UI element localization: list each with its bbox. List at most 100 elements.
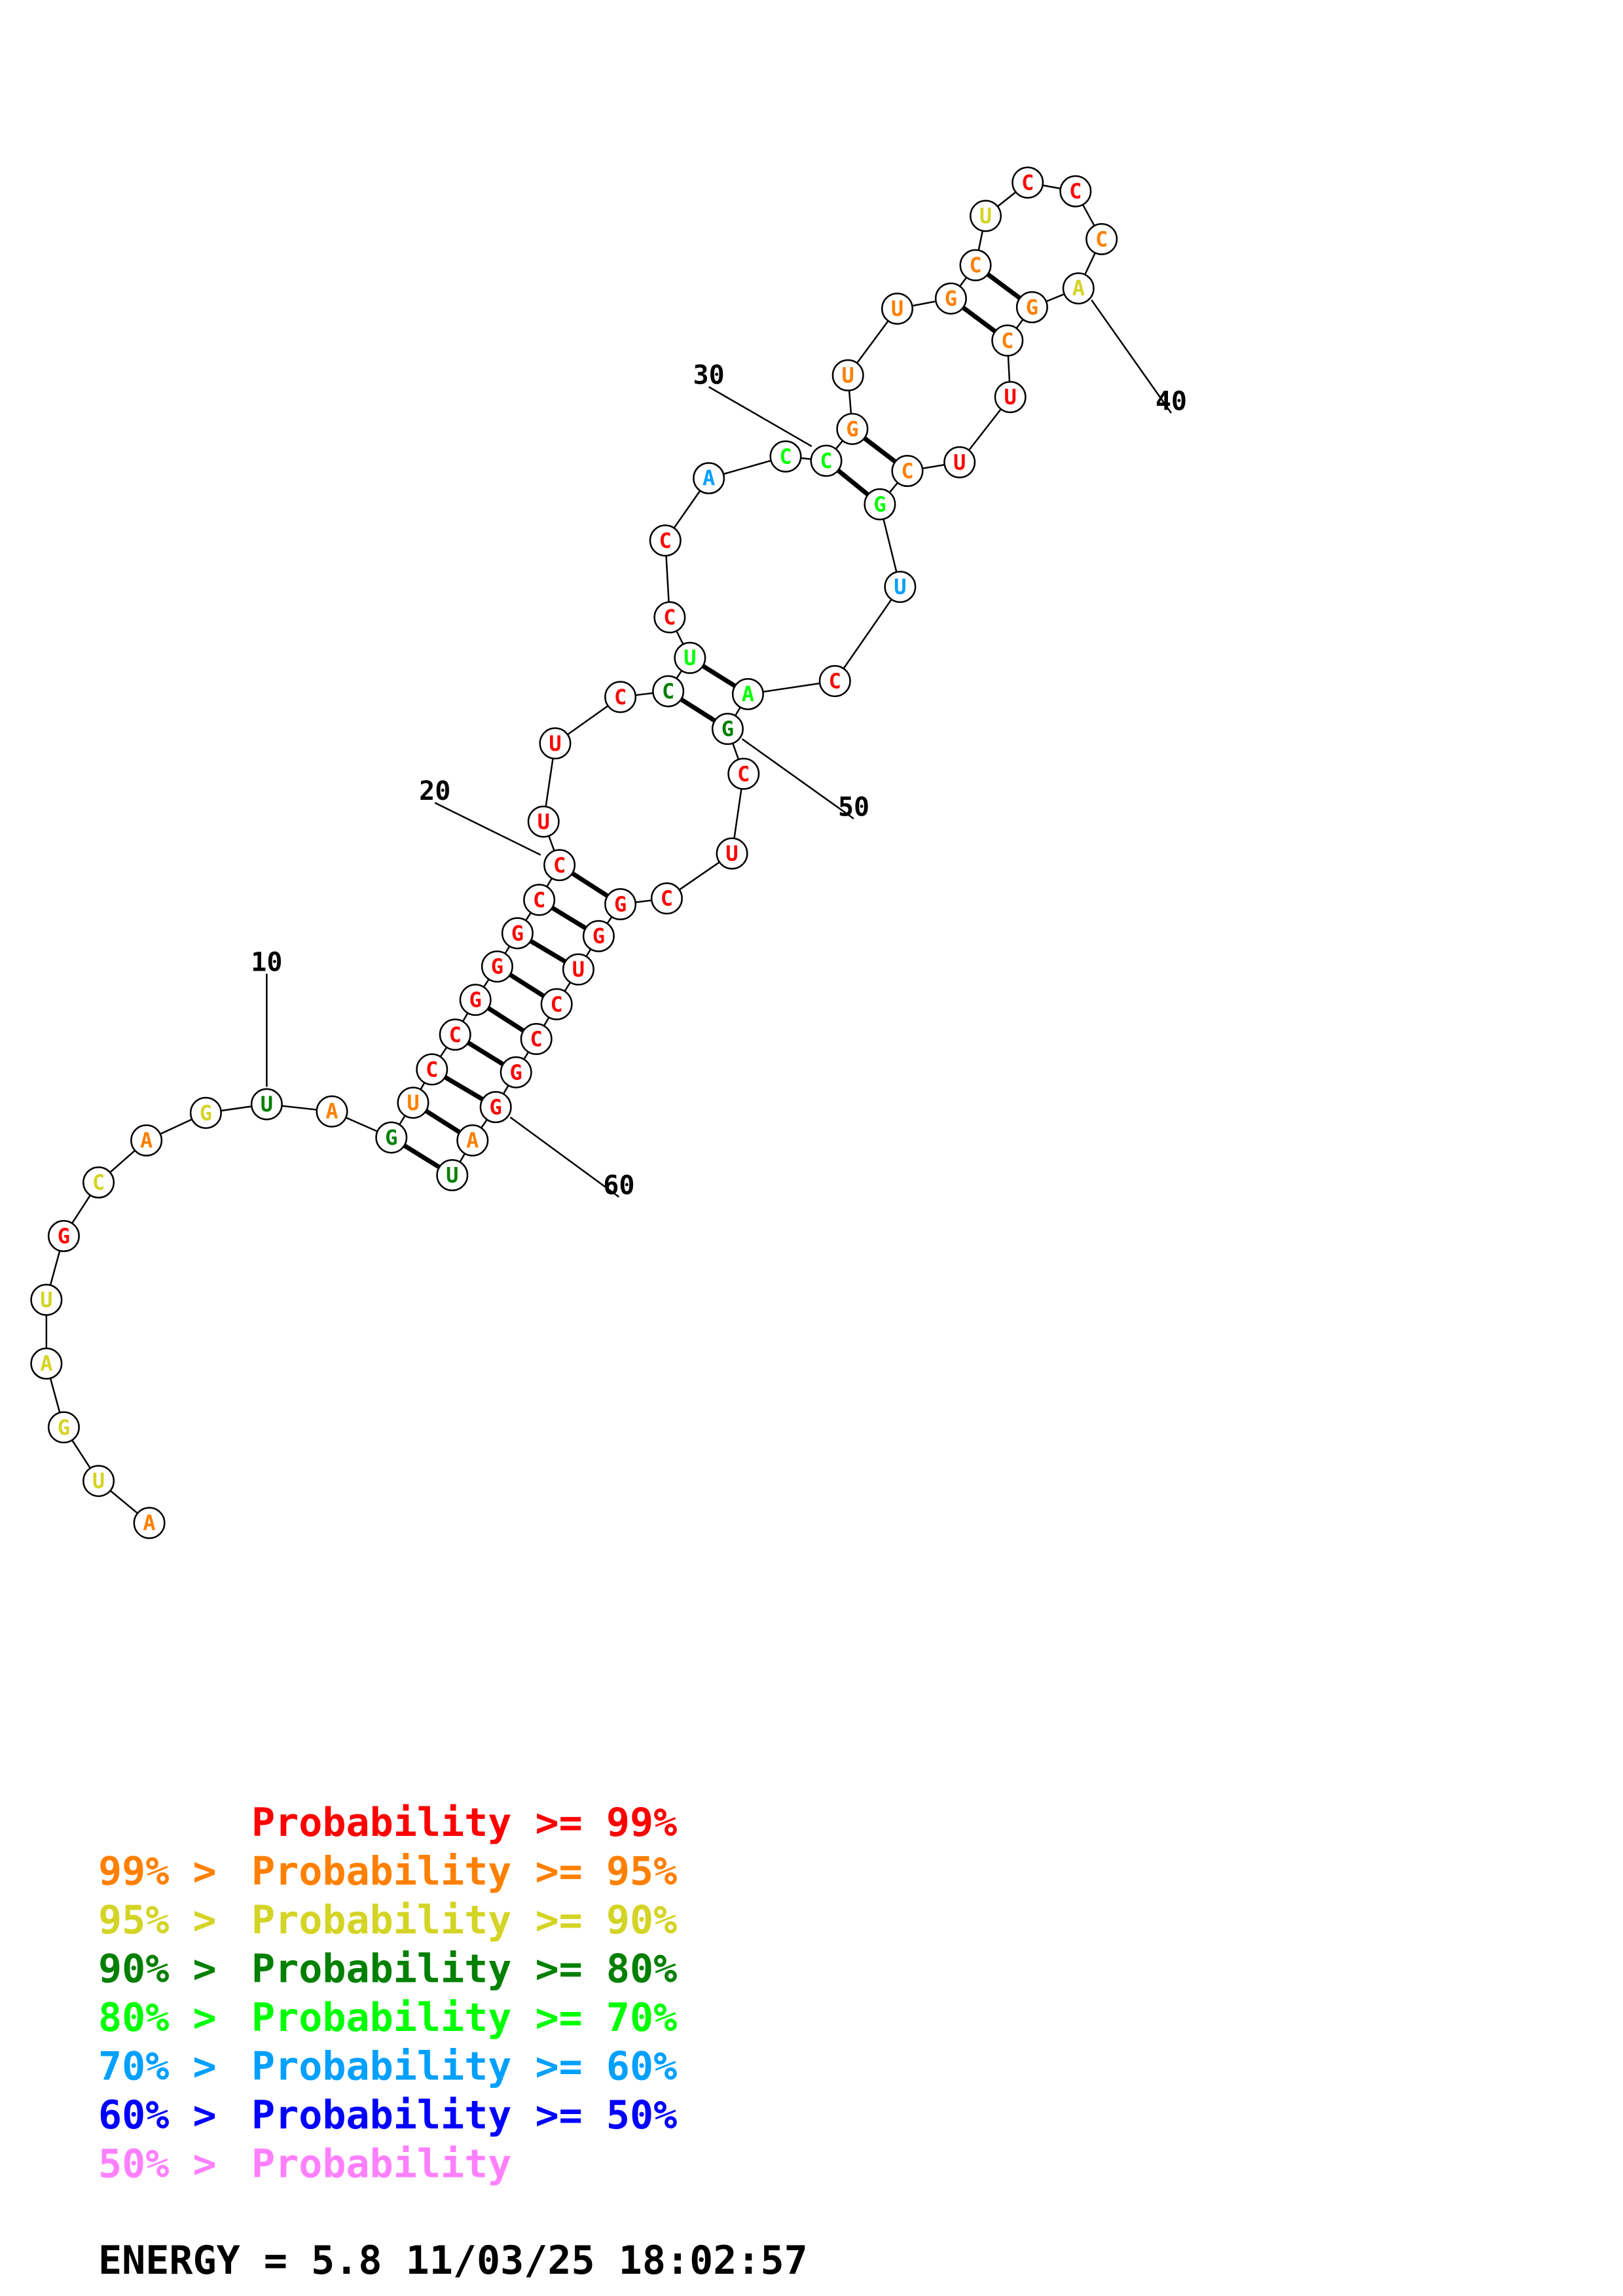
nucleotide-circle <box>416 1053 448 1086</box>
nucleotide-circle <box>604 888 637 921</box>
nucleotide-circle <box>520 1022 553 1055</box>
nucleotide-letter: U <box>92 1469 105 1494</box>
nucleotide: G <box>47 1411 80 1444</box>
nucleotide: C <box>1059 175 1092 207</box>
nucleotide-letter: G <box>58 1224 70 1249</box>
nucleotide-letter: A <box>702 466 715 491</box>
nucleotide-circle <box>30 1283 63 1316</box>
nucleotide-circle <box>501 917 534 950</box>
nucleotide: C <box>727 757 760 790</box>
nucleotide-letter: G <box>873 492 886 516</box>
nucleotide-letter: G <box>200 1100 212 1125</box>
nucleotide: U <box>82 1465 115 1498</box>
nucleotide-letter: U <box>572 957 585 982</box>
nucleotide-circle <box>943 446 976 478</box>
nucleotide-letter: G <box>614 892 627 917</box>
nucleotide-letter: C <box>969 253 981 278</box>
nucleotide-letter: C <box>553 853 566 878</box>
backbone <box>45 181 1103 1524</box>
nucleotide-circle <box>47 1220 80 1253</box>
legend-row: 70% > Probability >= 60% <box>98 2044 677 2090</box>
nucleotide-letter: A <box>143 1511 155 1535</box>
nucleotide-circle <box>970 200 1002 232</box>
nucleotide-letter: G <box>490 1094 502 1119</box>
nucleotide: A <box>1062 272 1095 305</box>
nucleotide: C <box>818 665 851 698</box>
position-label: 20 <box>419 776 450 806</box>
nucleotide-circle <box>1015 291 1048 323</box>
nucleotide-circle <box>653 601 686 634</box>
nucleotide: C <box>1012 166 1044 199</box>
nucleotide: G <box>479 1090 512 1123</box>
nucleotide-letter: G <box>58 1415 70 1440</box>
nucleotide: U <box>562 953 594 986</box>
nucleotide-letter: C <box>1001 328 1013 353</box>
nucleotide-letter: G <box>846 416 858 441</box>
nucleotide-letter: C <box>533 888 545 912</box>
nucleotide-circle <box>527 805 560 838</box>
base-pairs <box>390 263 1034 1177</box>
nucleotide: G <box>836 412 869 445</box>
nucleotide: A <box>316 1095 348 1128</box>
position-label: 50 <box>838 792 869 822</box>
nucleotide: C <box>543 849 576 882</box>
nucleotide: C <box>82 1166 115 1199</box>
nucleotide: U <box>831 359 864 391</box>
legend-row: Probability >= 99% <box>251 1800 677 1846</box>
nucleotide: C <box>769 440 802 473</box>
nucleotide: U <box>943 446 976 478</box>
nucleotide: C <box>1085 223 1118 255</box>
nucleotide-circle <box>1059 175 1092 207</box>
nucleotide: C <box>416 1053 448 1086</box>
position-label: 10 <box>251 947 282 977</box>
nucleotide: C <box>652 675 685 708</box>
legend-text: Probability >= 70% <box>251 1995 677 2041</box>
nucleotide: U <box>397 1086 429 1119</box>
legend-prefix: 80% > <box>98 1995 240 2041</box>
nucleotide-circle <box>189 1096 222 1129</box>
nucleotide-circle <box>727 757 760 790</box>
nucleotide: G <box>864 488 896 520</box>
nucleotide-letter: U <box>40 1287 52 1312</box>
nucleotide-circle <box>30 1347 63 1380</box>
backbone-segment <box>834 586 901 682</box>
nucleotide-circle <box>540 988 573 1020</box>
legend-prefix: 70% > <box>98 2044 240 2090</box>
nucleotide-letter: U <box>1004 385 1017 410</box>
nucleotide-circle <box>711 713 744 745</box>
nucleotide: U <box>527 805 560 838</box>
nucleotide-letter: U <box>549 731 561 756</box>
nucleotide-letter: U <box>684 645 696 670</box>
nucleotide-circle <box>649 524 682 557</box>
nucleotide-letter: A <box>140 1128 153 1153</box>
nucleotide: G <box>1015 291 1048 323</box>
nucleotide-letter: C <box>614 685 627 709</box>
nucleotide-circle <box>864 488 896 520</box>
nucleotide-circle <box>82 1166 115 1199</box>
nucleotide: C <box>810 444 843 477</box>
nucleotide-circle <box>769 440 802 473</box>
nucleotide-circle <box>397 1086 429 1119</box>
nucleotide-letter: G <box>511 921 524 946</box>
nucleotide-circle <box>1012 166 1044 199</box>
nucleotide-letter: U <box>725 841 738 866</box>
nucleotide-letter: G <box>1026 295 1038 319</box>
nucleotide: G <box>501 917 534 950</box>
label-leader-line <box>1091 299 1172 414</box>
nucleotide-circle <box>481 950 513 983</box>
position-label: 40 <box>1156 387 1187 417</box>
nucleotide: C <box>604 681 637 713</box>
nucleotide-letter: G <box>491 954 503 979</box>
legend-row: 50% > Probability <box>98 2142 511 2187</box>
nucleotide: U <box>994 381 1027 414</box>
nucleotide: G <box>500 1056 532 1088</box>
nucleotide-circle <box>884 571 917 603</box>
nucleotide-letter: A <box>40 1351 52 1376</box>
nucleotide-letter: G <box>721 717 734 742</box>
nucleotide-letter: C <box>530 1026 543 1051</box>
nucleotide-circle <box>650 882 683 915</box>
nucleotide-letter: C <box>662 679 674 704</box>
nucleotide-circle <box>818 665 851 698</box>
nucleotide-circle <box>250 1088 283 1121</box>
